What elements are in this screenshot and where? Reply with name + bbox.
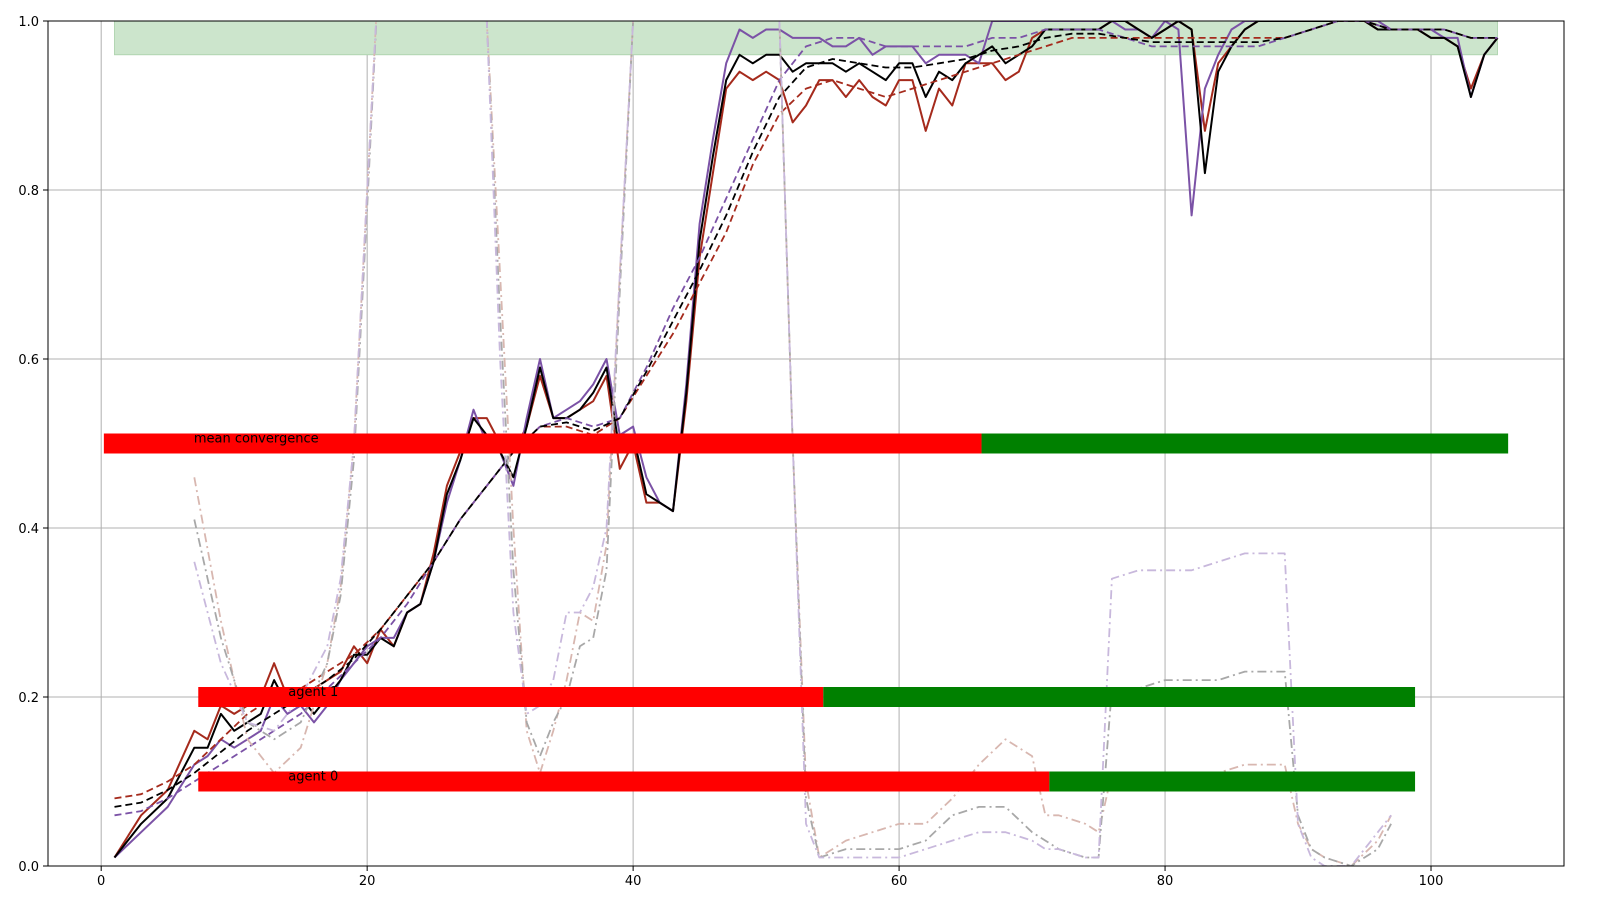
convergence-bar-label-0: mean convergence (194, 432, 319, 447)
series-line-1-solid (113, 21, 1499, 859)
x-tick-label: 60 (891, 874, 908, 889)
convergence-bar-before-1 (198, 687, 824, 707)
x-tick-label: 100 (1419, 874, 1444, 889)
convergence-bar-before-0 (103, 433, 982, 454)
series-line-5-dashed (114, 21, 1498, 817)
convergence-bar-after-2 (1049, 771, 1416, 792)
convergence-bar-before-2 (198, 771, 1050, 792)
y-tick-label: 0.4 (18, 522, 39, 537)
convergence-bar-after-1 (823, 687, 1416, 707)
x-tick-label: 20 (359, 874, 376, 889)
y-tick-label: 0.0 (18, 860, 39, 875)
series-line-6-dashed (114, 21, 1498, 808)
convergence-bars: mean convergence agent 1 agent 0 (103, 432, 1509, 792)
y-tick-label: 0.2 (18, 691, 39, 706)
series-line-4-dashed (114, 21, 1498, 800)
y-tick-label: 0.6 (18, 353, 39, 368)
convergence-bar-after-0 (981, 433, 1509, 454)
x-tick-label: 40 (625, 874, 642, 889)
y-axis-ticks: 0.0 0.2 0.4 0.6 0.8 1.0 (18, 15, 48, 875)
y-tick-label: 1.0 (18, 15, 39, 30)
x-tick-label: 0 (97, 874, 105, 889)
plot-frame (47, 20, 1565, 867)
y-tick-label: 0.8 (18, 184, 39, 199)
convergence-bar-label-2: agent 0 (288, 770, 338, 785)
convergence-bar-label-1: agent 1 (288, 685, 338, 700)
x-axis-ticks: 0 20 40 60 80 100 (97, 866, 1443, 889)
x-tick-label: 80 (1157, 874, 1174, 889)
